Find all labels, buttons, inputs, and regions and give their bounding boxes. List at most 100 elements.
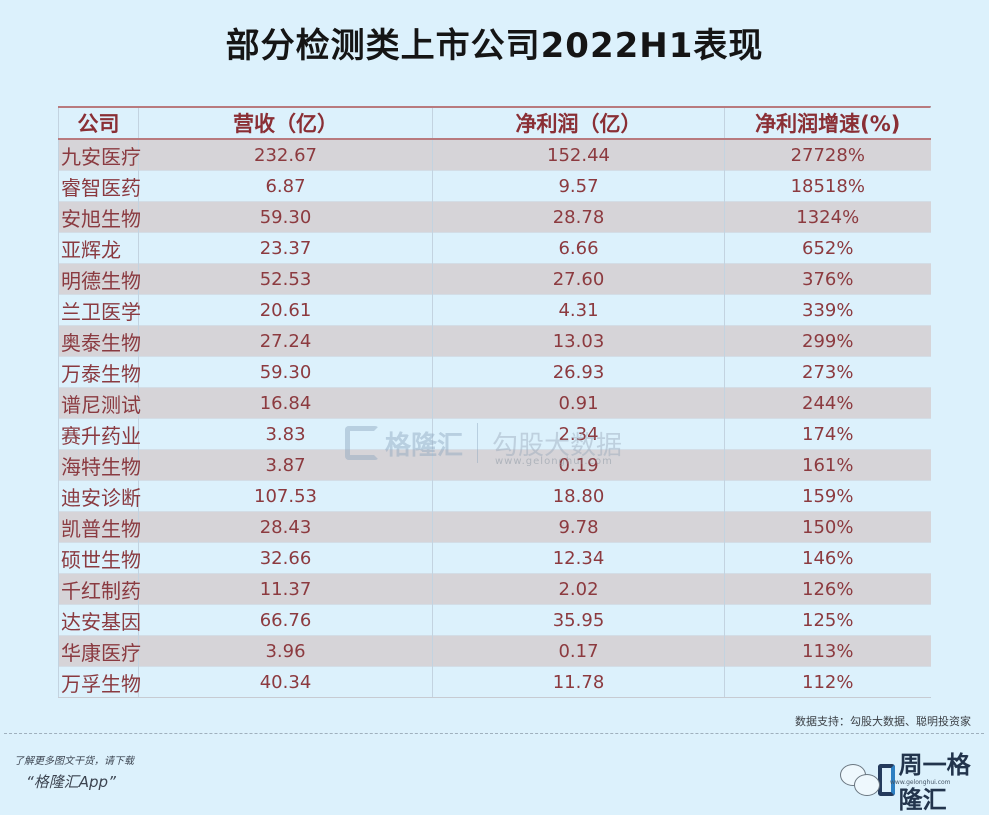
cell-growth: 113% (724, 635, 931, 667)
cell-net-profit: 0.17 (432, 635, 725, 667)
cell-net-profit: 35.95 (432, 604, 725, 636)
data-source: 数据支持：勾股大数据、聪明投资家 (795, 715, 971, 728)
cell-growth: 339% (724, 294, 931, 326)
cell-revenue: 28.43 (138, 511, 433, 543)
cell-company: 明德生物 (58, 263, 141, 295)
cell-revenue: 3.83 (138, 418, 433, 450)
cell-growth: 112% (724, 666, 931, 697)
table-row: 硕世生物 32.66 12.34 146% (58, 542, 931, 574)
header-growth: 净利润增速(%) (724, 108, 931, 140)
page-title: 部分检测类上市公司2022H1表现 (225, 26, 764, 66)
cell-net-profit: 2.34 (432, 418, 725, 450)
cell-company: 睿智医药 (58, 170, 141, 202)
cell-revenue: 27.24 (138, 325, 433, 357)
cell-company: 华康医疗 (58, 635, 141, 667)
brand-footer: 周一格隆汇 www.gelonghui.com (840, 745, 989, 815)
table-row: 万泰生物 59.30 26.93 273% (58, 356, 931, 388)
promo-line-2: “格隆汇App” (26, 773, 116, 791)
cell-company: 赛升药业 (58, 418, 141, 450)
cell-company: 奥泰生物 (58, 325, 141, 357)
data-table: 公司 营收（亿） 净利润（亿） 净利润增速(%) 九安医疗 232.67 152.4… (58, 106, 931, 698)
footer-divider (4, 733, 984, 734)
cell-revenue: 59.30 (138, 356, 433, 388)
table-row: 奥泰生物 27.24 13.03 299% (58, 325, 931, 357)
table-row: 凯普生物 28.43 9.78 150% (58, 511, 931, 543)
cell-growth: 161% (724, 449, 931, 481)
table-header-row: 公司 营收（亿） 净利润（亿） 净利润增速(%) (58, 108, 931, 140)
promo-line-1: 了解更多图文干货，请下载 (14, 756, 134, 767)
cell-company: 谱尼测试 (58, 387, 141, 419)
table-row: 明德生物 52.53 27.60 376% (58, 263, 931, 295)
table-row: 睿智医药 6.87 9.57 18518% (58, 170, 931, 202)
table-row: 海特生物 3.87 0.19 161% (58, 449, 931, 481)
cell-revenue: 23.37 (138, 232, 433, 264)
cell-company: 万泰生物 (58, 356, 141, 388)
table-row: 谱尼测试 16.84 0.91 244% (58, 387, 931, 419)
cell-company: 安旭生物 (58, 201, 141, 233)
cell-growth: 1324% (724, 201, 931, 233)
cell-growth: 126% (724, 573, 931, 605)
cell-company: 凯普生物 (58, 511, 141, 543)
cell-growth: 125% (724, 604, 931, 636)
cell-company: 亚辉龙 (58, 232, 139, 264)
cell-revenue: 52.53 (138, 263, 433, 295)
cell-net-profit: 9.57 (432, 170, 725, 202)
table-row: 达安基因 66.76 35.95 125% (58, 604, 931, 636)
cell-net-profit: 9.78 (432, 511, 725, 543)
cell-growth: 299% (724, 325, 931, 357)
cell-company: 海特生物 (58, 449, 141, 481)
cell-net-profit: 152.44 (432, 138, 725, 171)
cell-net-profit: 28.78 (432, 201, 725, 233)
wechat-icon (840, 762, 880, 798)
cell-revenue: 3.96 (138, 635, 433, 667)
cell-company: 万孚生物 (58, 666, 141, 697)
cell-net-profit: 0.91 (432, 387, 725, 419)
cell-net-profit: 2.02 (432, 573, 725, 605)
cell-net-profit: 0.19 (432, 449, 725, 481)
brand-logo-icon (877, 764, 895, 796)
cell-revenue: 59.30 (138, 201, 433, 233)
cell-company: 兰卫医学 (58, 294, 141, 326)
cell-growth: 18518% (724, 170, 931, 202)
cell-revenue: 232.67 (138, 138, 433, 171)
cell-growth: 27728% (724, 138, 931, 171)
cell-revenue: 20.61 (138, 294, 433, 326)
cell-net-profit: 6.66 (432, 232, 725, 264)
cell-revenue: 3.87 (138, 449, 433, 481)
cell-growth: 159% (724, 480, 931, 512)
brand-url: www.gelonghui.com (890, 779, 951, 786)
table-row: 千红制药 11.37 2.02 126% (58, 573, 931, 605)
cell-growth: 150% (724, 511, 931, 543)
cell-revenue: 107.53 (138, 480, 433, 512)
cell-revenue: 16.84 (138, 387, 433, 419)
cell-revenue: 11.37 (138, 573, 433, 605)
cell-revenue: 6.87 (138, 170, 433, 202)
table-row: 安旭生物 59.30 28.78 1324% (58, 201, 931, 233)
table-row: 九安医疗 232.67 152.44 27728% (58, 138, 931, 171)
cell-net-profit: 4.31 (432, 294, 725, 326)
cell-company: 硕世生物 (58, 542, 141, 574)
cell-net-profit: 12.34 (432, 542, 725, 574)
table-row: 华康医疗 3.96 0.17 113% (58, 635, 931, 667)
cell-company: 九安医疗 (58, 138, 141, 171)
table-row: 赛升药业 3.83 2.34 174% (58, 418, 931, 450)
table-row: 亚辉龙 23.37 6.66 652% (58, 232, 931, 264)
cell-company: 迪安诊断 (58, 480, 141, 512)
cell-revenue: 40.34 (138, 666, 433, 697)
cell-net-profit: 27.60 (432, 263, 725, 295)
table-row: 万孚生物 40.34 11.78 112% (58, 666, 931, 697)
cell-growth: 146% (724, 542, 931, 574)
cell-revenue: 32.66 (138, 542, 433, 574)
cell-revenue: 66.76 (138, 604, 433, 636)
cell-net-profit: 13.03 (432, 325, 725, 357)
header-revenue: 营收（亿） (138, 108, 433, 140)
cell-growth: 174% (724, 418, 931, 450)
cell-growth: 652% (724, 232, 931, 264)
header-net-profit: 净利润（亿） (432, 108, 725, 140)
cell-growth: 273% (724, 356, 931, 388)
table-row: 迪安诊断 107.53 18.80 159% (58, 480, 931, 512)
cell-net-profit: 11.78 (432, 666, 725, 697)
cell-company: 千红制药 (58, 573, 141, 605)
cell-net-profit: 26.93 (432, 356, 725, 388)
table-row: 兰卫医学 20.61 4.31 339% (58, 294, 931, 326)
